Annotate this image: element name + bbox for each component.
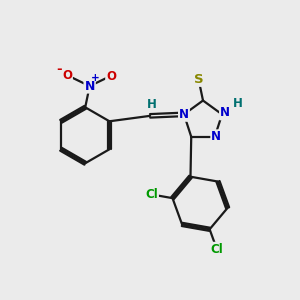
Text: Cl: Cl (145, 188, 158, 201)
Text: N: N (220, 106, 230, 119)
Text: N: N (179, 108, 189, 121)
Text: O: O (106, 70, 116, 83)
Text: H: H (147, 98, 157, 111)
Text: S: S (194, 73, 203, 86)
Text: O: O (62, 69, 72, 82)
Text: +: + (91, 73, 100, 83)
Text: H: H (232, 97, 242, 110)
Text: N: N (85, 80, 95, 93)
Text: N: N (211, 130, 221, 143)
Text: Cl: Cl (211, 243, 223, 256)
Text: -: - (56, 62, 62, 76)
